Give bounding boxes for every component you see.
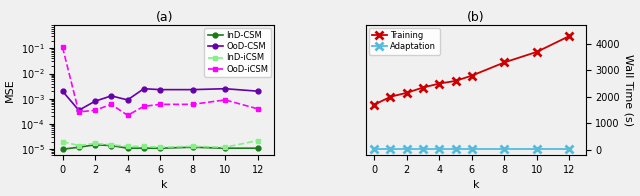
Adaptation bbox=[371, 148, 378, 150]
Adaptation bbox=[468, 148, 476, 150]
InD-iCSM bbox=[59, 141, 67, 143]
InD-CSM bbox=[59, 148, 67, 150]
Line: InD-iCSM: InD-iCSM bbox=[60, 138, 260, 150]
OoD-iCSM bbox=[124, 114, 131, 117]
OoD-CSM bbox=[59, 90, 67, 92]
Legend: Training, Adaptation: Training, Adaptation bbox=[369, 28, 440, 55]
Training bbox=[500, 61, 508, 64]
Adaptation bbox=[403, 148, 411, 150]
InD-iCSM bbox=[108, 144, 115, 146]
Adaptation bbox=[387, 148, 394, 150]
InD-iCSM bbox=[156, 146, 164, 148]
OoD-CSM bbox=[140, 88, 148, 90]
Training bbox=[419, 86, 427, 89]
OoD-CSM bbox=[189, 88, 196, 91]
OoD-iCSM bbox=[92, 109, 99, 112]
X-axis label: k: k bbox=[472, 180, 479, 190]
InD-iCSM bbox=[124, 145, 131, 148]
Training bbox=[533, 51, 541, 53]
Title: (a): (a) bbox=[156, 11, 173, 24]
OoD-CSM bbox=[124, 99, 131, 101]
InD-CSM bbox=[189, 146, 196, 148]
OoD-iCSM bbox=[59, 46, 67, 48]
Adaptation bbox=[419, 148, 427, 150]
Line: InD-CSM: InD-CSM bbox=[60, 142, 260, 152]
Adaptation bbox=[500, 148, 508, 150]
OoD-CSM bbox=[92, 100, 99, 102]
X-axis label: k: k bbox=[161, 180, 168, 190]
OoD-CSM bbox=[156, 88, 164, 91]
InD-iCSM bbox=[75, 144, 83, 147]
OoD-iCSM bbox=[254, 108, 262, 110]
InD-CSM bbox=[254, 147, 262, 149]
Line: OoD-CSM: OoD-CSM bbox=[60, 86, 260, 113]
InD-CSM bbox=[221, 147, 229, 149]
OoD-iCSM bbox=[108, 103, 115, 105]
Line: OoD-iCSM: OoD-iCSM bbox=[60, 45, 260, 118]
Y-axis label: Wall Time (s): Wall Time (s) bbox=[624, 54, 634, 126]
InD-CSM bbox=[108, 144, 115, 147]
OoD-CSM bbox=[254, 90, 262, 92]
OoD-iCSM bbox=[140, 105, 148, 108]
Line: Training: Training bbox=[370, 32, 573, 109]
Line: Adaptation: Adaptation bbox=[370, 145, 573, 153]
Title: (b): (b) bbox=[467, 11, 484, 24]
Training bbox=[452, 80, 460, 82]
OoD-iCSM bbox=[156, 103, 164, 105]
OoD-iCSM bbox=[189, 103, 196, 105]
Adaptation bbox=[452, 148, 460, 150]
InD-CSM bbox=[92, 144, 99, 146]
InD-CSM bbox=[75, 146, 83, 148]
Training bbox=[468, 74, 476, 77]
OoD-CSM bbox=[75, 109, 83, 112]
Legend: InD-CSM, OoD-CSM, InD-iCSM, OoD-iCSM: InD-CSM, OoD-CSM, InD-iCSM, OoD-iCSM bbox=[204, 28, 271, 77]
OoD-iCSM bbox=[75, 111, 83, 113]
Training bbox=[435, 82, 443, 85]
Adaptation bbox=[435, 148, 443, 150]
Training bbox=[387, 96, 394, 98]
OoD-CSM bbox=[108, 95, 115, 97]
Adaptation bbox=[533, 148, 541, 150]
InD-CSM bbox=[156, 147, 164, 149]
InD-iCSM bbox=[140, 145, 148, 148]
OoD-CSM bbox=[221, 88, 229, 90]
InD-iCSM bbox=[92, 142, 99, 145]
Y-axis label: MSE: MSE bbox=[5, 78, 15, 102]
InD-CSM bbox=[124, 147, 131, 149]
InD-iCSM bbox=[189, 145, 196, 148]
InD-iCSM bbox=[221, 146, 229, 148]
InD-iCSM bbox=[254, 139, 262, 142]
Training bbox=[566, 35, 573, 37]
InD-CSM bbox=[140, 147, 148, 149]
Training bbox=[403, 92, 411, 94]
Training bbox=[371, 103, 378, 106]
Adaptation bbox=[566, 148, 573, 150]
OoD-iCSM bbox=[221, 99, 229, 101]
